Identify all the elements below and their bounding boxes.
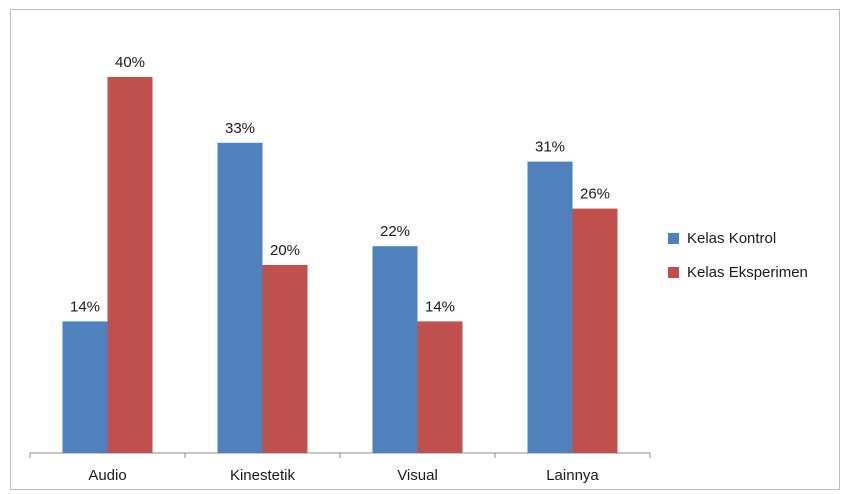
data-label-kelas-eksperimen-audio: 40% bbox=[115, 54, 145, 71]
bar-kelas-kontrol-audio bbox=[62, 321, 108, 453]
x-tick-label-kinestetik: Kinestetik bbox=[230, 467, 296, 484]
x-tick-label-visual: Visual bbox=[397, 467, 438, 484]
data-label-kelas-kontrol-lainnya: 31% bbox=[535, 139, 565, 156]
bar-kelas-kontrol-lainnya bbox=[527, 161, 573, 453]
x-tick-label-lainnya: Lainnya bbox=[546, 467, 599, 484]
legend-label-kelas-eksperimen: Kelas Eksperimen bbox=[687, 263, 808, 281]
data-label-kelas-eksperimen-kinestetik: 20% bbox=[270, 242, 300, 259]
bar-kelas-eksperimen-audio bbox=[107, 77, 153, 453]
legend-swatch-kelas-kontrol bbox=[668, 232, 679, 244]
data-label-kelas-eksperimen-lainnya: 26% bbox=[580, 186, 610, 203]
x-tick-labels: Audio Kinestetik Visual Lainnya bbox=[88, 453, 651, 484]
bar-kelas-eksperimen-visual bbox=[417, 321, 463, 453]
data-label-kelas-kontrol-audio: 14% bbox=[70, 298, 100, 315]
data-label-kelas-eksperimen-visual: 14% bbox=[425, 298, 455, 315]
legend-item-kelas-kontrol: Kelas Kontrol bbox=[668, 226, 808, 250]
legend: Kelas Kontrol Kelas Eksperimen bbox=[668, 226, 808, 294]
bar-kelas-eksperimen-lainnya bbox=[572, 208, 618, 453]
data-label-kelas-kontrol-visual: 22% bbox=[380, 223, 410, 240]
legend-item-kelas-eksperimen: Kelas Eksperimen bbox=[668, 260, 808, 284]
bar-kelas-kontrol-visual bbox=[372, 246, 418, 453]
data-label-kelas-kontrol-kinestetik: 33% bbox=[225, 120, 255, 137]
legend-swatch-kelas-eksperimen bbox=[668, 266, 679, 278]
bars-group: 14% 40% 33% 20% 22% 14% 31% 26% bbox=[62, 54, 618, 454]
bar-kelas-eksperimen-kinestetik bbox=[262, 265, 308, 453]
x-tick-label-audio: Audio bbox=[88, 467, 126, 484]
bar-kelas-kontrol-kinestetik bbox=[217, 142, 263, 454]
legend-label-kelas-kontrol: Kelas Kontrol bbox=[687, 229, 777, 247]
